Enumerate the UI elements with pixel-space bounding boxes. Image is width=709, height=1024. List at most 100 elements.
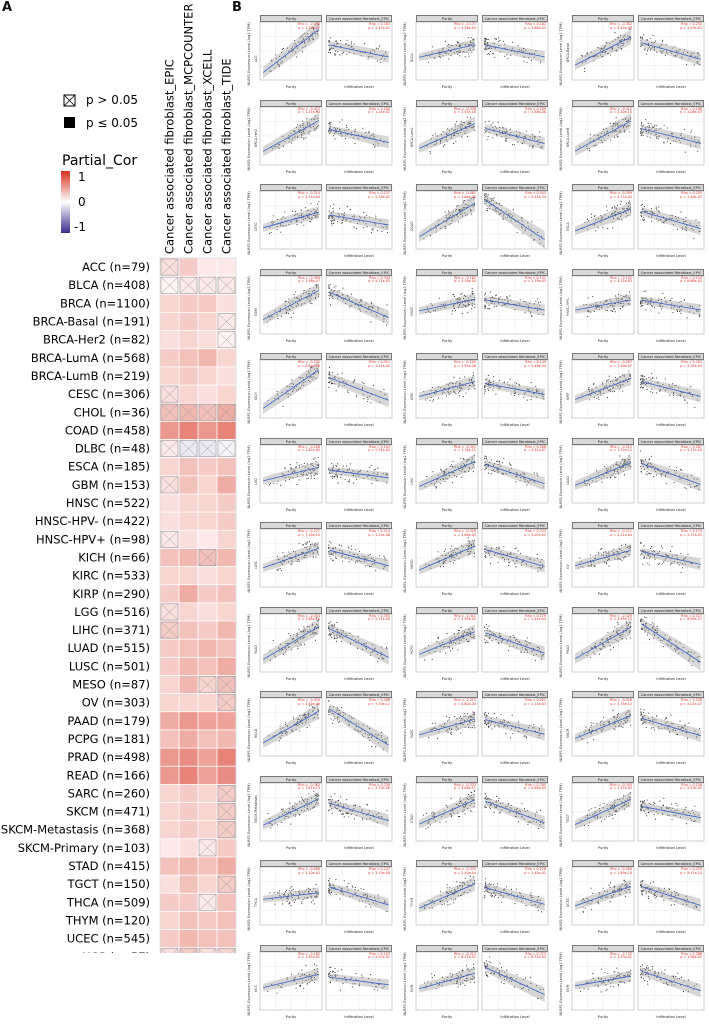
scatter-point (333, 204, 334, 205)
scatter-point (462, 312, 463, 313)
scatter-point (271, 232, 272, 233)
scatter-point (465, 56, 466, 57)
x-axis-label-infiltration: Infiltration Level (326, 423, 392, 427)
scatter-point (612, 310, 613, 311)
x-axis-label-infiltration: Infiltration Level (326, 677, 392, 681)
cancer-type-label: LIHC (410, 477, 414, 485)
heatmap-cell (198, 876, 216, 893)
heatmap-cell (179, 767, 197, 784)
scatter-point (677, 310, 678, 311)
scatter-point (473, 471, 474, 472)
scatter-point (328, 382, 329, 383)
scatter-point (650, 50, 651, 51)
heatmap-row-label: BRCA (n=1100) (60, 296, 150, 310)
scatter-point (587, 316, 588, 317)
scatter-point (337, 476, 338, 477)
scatter-point (351, 43, 352, 44)
scatter-point (328, 634, 329, 635)
scatter-point (496, 294, 497, 295)
scatter-point (330, 635, 331, 636)
scatter-point (644, 556, 645, 557)
scatter-point (328, 52, 329, 53)
scatter-point (336, 41, 337, 42)
scatter-point (283, 48, 284, 49)
scatter-point (354, 379, 355, 380)
heatmap-cell (179, 658, 197, 675)
scatter-point (620, 204, 621, 205)
scatter-point (471, 307, 472, 308)
scatter-point (667, 127, 668, 128)
scatter-point (505, 140, 506, 141)
scatter-point (645, 473, 646, 474)
scatter-point (355, 562, 356, 563)
scatter-point (643, 34, 644, 35)
scatter-point (474, 388, 475, 389)
scatter-point (485, 307, 486, 308)
heatmap-cell (198, 458, 216, 475)
heatmap-cell (160, 785, 178, 802)
caf-strip: Cancer associated fibroblast_EPIC (638, 522, 704, 529)
scatter-point (310, 203, 311, 204)
scatter-point (329, 50, 330, 51)
heatmap-cell (179, 331, 197, 348)
x-axis-label-purity: Purity (572, 423, 634, 427)
scatter-point (305, 543, 306, 544)
scatter-point (331, 383, 332, 384)
scatter-point (378, 48, 379, 49)
scatter-point (671, 546, 672, 547)
scatter-point (443, 566, 444, 567)
scatter-point (432, 135, 433, 136)
scatter-point (303, 138, 304, 139)
scatter-point (494, 57, 495, 58)
heatmap-cell (179, 640, 197, 657)
scatter-point (621, 545, 622, 546)
scatter-point (346, 127, 347, 128)
scatter-point (379, 46, 380, 47)
scatter-point (641, 305, 642, 306)
cancer-type-label: ACC (254, 55, 258, 62)
scatter-point (663, 561, 664, 562)
scatter-point (468, 37, 469, 38)
scatter-point (280, 232, 281, 233)
scatter-point (375, 570, 376, 571)
scatter-point (497, 562, 498, 563)
scatter-point (463, 200, 464, 201)
cancer-type-label: BLCA (410, 53, 414, 62)
purity-strip: Purity (416, 438, 478, 445)
heatmap-cell (160, 930, 178, 947)
scatter-point (670, 564, 671, 565)
cancer-type-label: GBM (254, 308, 258, 316)
scatter-point (339, 54, 340, 55)
heatmap-cell (179, 876, 197, 893)
scatter-point (519, 384, 520, 385)
scatter-point (492, 390, 493, 391)
scatter-point (340, 40, 341, 41)
scatter-point (432, 401, 433, 402)
scatter-point (456, 476, 457, 477)
scatter-point (336, 621, 337, 622)
scatter-point (363, 212, 364, 213)
scatter-point (311, 302, 312, 303)
scatter-point (539, 131, 540, 132)
purity-strip: Purity (572, 353, 634, 360)
heatmap-cell (217, 712, 235, 729)
scatter-point (281, 315, 282, 316)
scatter-point (309, 221, 310, 222)
x-axis-label-purity: Purity (572, 254, 634, 258)
scatter-point (695, 220, 696, 221)
scatter-point (618, 294, 619, 295)
x-axis-label-purity: Purity (260, 85, 322, 89)
scatter-point (377, 467, 378, 468)
scatter-point (602, 382, 603, 383)
scatter-point (492, 137, 493, 138)
heatmap-row-label: BRCA-Her2 (n=82) (43, 333, 150, 347)
